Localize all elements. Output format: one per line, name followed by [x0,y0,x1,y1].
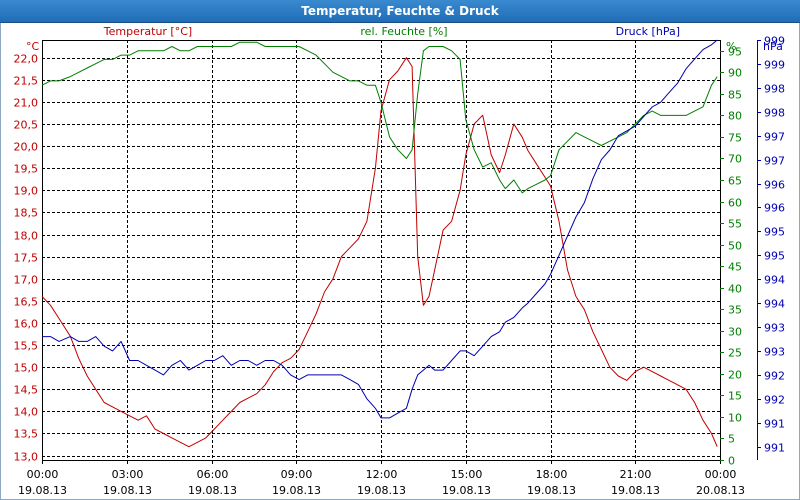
temperature-tick-label: 13,0 [14,451,39,464]
pressure-tick-label: 993 [764,322,785,335]
pressure-tick-label: 994 [764,274,785,287]
temperature-tick-label: 15,5 [14,340,39,353]
pressure-tick-label: 999 [764,35,785,48]
temperature-series-label: Temperatur [°C] [103,25,192,38]
humidity-tick-label: 80 [728,110,742,123]
pressure-tick-label: 998 [764,107,785,120]
pressure-unit-label: hPa [763,40,783,53]
humidity-tick-label: 50 [728,240,742,253]
x-tick-date-label: 20.08.13 [696,484,745,497]
x-tick-date-label: 19.08.13 [188,484,237,497]
humidity-tick-label: 70 [728,153,742,166]
humidity-tick-label: 95 [728,46,742,59]
temperature-line [41,57,718,448]
temperature-tick-label: 15,0 [14,362,39,375]
temperature-tick-label: 17,5 [14,252,39,265]
pressure-tick-label: 997 [764,155,785,168]
humidity-tick-label: 40 [728,283,742,296]
temperature-tick-label: 21,5 [14,75,39,88]
humidity-line [41,41,718,194]
humidity-tick-label: 25 [728,347,742,360]
series-lines [41,39,718,448]
chart-title: Temperatur, Feuchte & Druck [0,0,800,23]
temperature-tick-label: 20,5 [14,119,39,132]
pressure-tick-label: 991 [764,418,785,431]
plot-border [42,40,721,461]
humidity-tick-label: 30 [728,326,742,339]
humidity-series-label: rel. Feuchte [%] [360,25,447,38]
x-tick-date-label: 19.08.13 [527,484,576,497]
tick-labels: 13,0 13,5 14,0 14,5 15,0 15,5 16,0 16,5 17,0 17,5… [14,35,786,498]
x-tick-time-label: 18:00 [536,468,568,481]
pressure-tick-label: 994 [764,298,785,311]
pressure-tick-label: 997 [764,131,785,144]
pressure-tick-label: 996 [764,202,785,215]
humidity-unit-label: % [726,40,736,53]
pressure-series-label: Druck [hPa] [616,25,680,38]
temperature-tick-label: 22,0 [14,53,39,66]
humidity-tick-label: 0 [728,455,735,468]
humidity-tick-label: 90 [728,67,742,80]
temperature-tick-label: 18,0 [14,230,39,243]
x-tick-time-label: 00:00 [705,468,737,481]
x-tick-date-label: 19.08.13 [272,484,321,497]
pressure-tick-label: 992 [764,394,785,407]
x-tick-date-label: 19.08.13 [611,484,660,497]
x-tick-time-label: 00:00 [27,468,59,481]
humidity-tick-label: 60 [728,197,742,210]
temperature-tick-label: 21,0 [14,97,39,110]
pressure-tick-label: 992 [764,370,785,383]
x-tick-time-label: 03:00 [112,468,144,481]
x-tick-time-label: 12:00 [366,468,398,481]
humidity-tick-label: 35 [728,304,742,317]
temperature-tick-label: 17,0 [14,274,39,287]
humidity-tick-label: 5 [728,433,735,446]
pressure-tick-label: 996 [764,179,785,192]
temperature-tick-label: 13,5 [14,428,39,441]
temperature-tick-label: 16,0 [14,318,39,331]
temperature-unit-label: °C [26,40,40,53]
x-tick-time-label: 15:00 [451,468,483,481]
axes [42,40,761,464]
temperature-tick-label: 14,0 [14,406,39,419]
humidity-tick-label: 65 [728,175,742,188]
pressure-tick-label: 999 [764,59,785,72]
x-tick-time-label: 21:00 [620,468,652,481]
pressure-tick-label: 993 [764,346,785,359]
humidity-tick-label: 75 [728,132,742,145]
humidity-tick-label: 55 [728,218,742,231]
pressure-tick-label: 995 [764,226,785,239]
x-tick-date-label: 19.08.13 [18,484,67,497]
temperature-tick-label: 19,0 [14,185,39,198]
pressure-line [42,39,718,419]
x-tick-date-label: 19.08.13 [442,484,491,497]
temperature-tick-label: 14,5 [14,384,39,397]
x-tick-date-label: 19.08.13 [357,484,406,497]
pressure-tick-label: 995 [764,250,785,263]
temperature-tick-label: 19,5 [14,163,39,176]
humidity-tick-label: 85 [728,89,742,102]
temperature-tick-label: 18,5 [14,207,39,220]
grid-lines [42,40,720,460]
temperature-tick-label: 16,5 [14,296,39,309]
x-tick-time-label: 06:00 [197,468,229,481]
series-headers: °C% hPa Temperatur [°C] rel. Feuchte [%] Dru… [26,25,783,53]
humidity-tick-label: 45 [728,261,742,274]
temperature-tick-label: 20,0 [14,141,39,154]
humidity-tick-label: 20 [728,369,742,382]
x-tick-time-label: 09:00 [281,468,313,481]
x-tick-date-label: 19.08.13 [103,484,152,497]
pressure-tick-label: 998 [764,83,785,96]
pressure-tick-label: 991 [764,442,785,455]
humidity-tick-label: 15 [728,390,742,403]
humidity-tick-label: 10 [728,412,742,425]
